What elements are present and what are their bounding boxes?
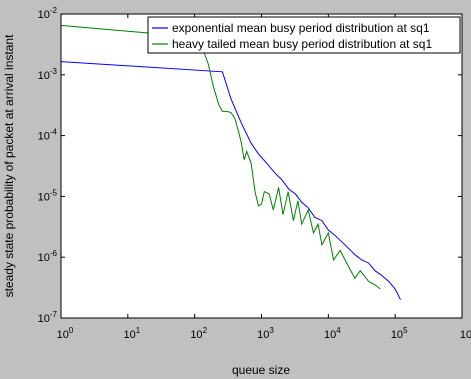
y-tick-label-4: 10-3 [38, 67, 58, 82]
x-tick-label-4: 104 [324, 326, 341, 341]
y-tick-label-2: 10-5 [38, 188, 58, 203]
plot-area [61, 14, 462, 318]
legend-label-0: exponential mean busy period distributio… [172, 21, 430, 35]
x-tick-label-2: 102 [190, 326, 207, 341]
x-tick-label-5: 105 [391, 326, 408, 341]
series-line-0 [60, 61, 401, 300]
y-tick-label-1: 10-6 [38, 249, 58, 264]
x-tick-label-0: 100 [57, 326, 74, 341]
legend: exponential mean busy period distributio… [147, 16, 461, 54]
series-line-1 [60, 24, 381, 290]
x-axis-label: queue size [232, 363, 290, 377]
legend-label-1: heavy tailed mean busy period distributi… [172, 37, 432, 51]
series-layer [60, 24, 401, 300]
x-tick-label-6: 10 [460, 329, 471, 341]
y-tick-label-0: 10-7 [38, 310, 58, 325]
x-tick-label-1: 101 [123, 326, 140, 341]
y-axis: 10-7 10-6 10-5 10-4 10-3 10-2 [38, 6, 462, 325]
x-axis: 100 101 102 103 104 105 10 [57, 14, 471, 341]
y-tick-label-5: 10-2 [38, 6, 58, 21]
x-tick-label-3: 103 [257, 326, 274, 341]
legend-box [147, 16, 461, 54]
y-tick-label-3: 10-4 [38, 128, 58, 143]
y-axis-label: steady state probability of packet at ar… [2, 34, 16, 297]
